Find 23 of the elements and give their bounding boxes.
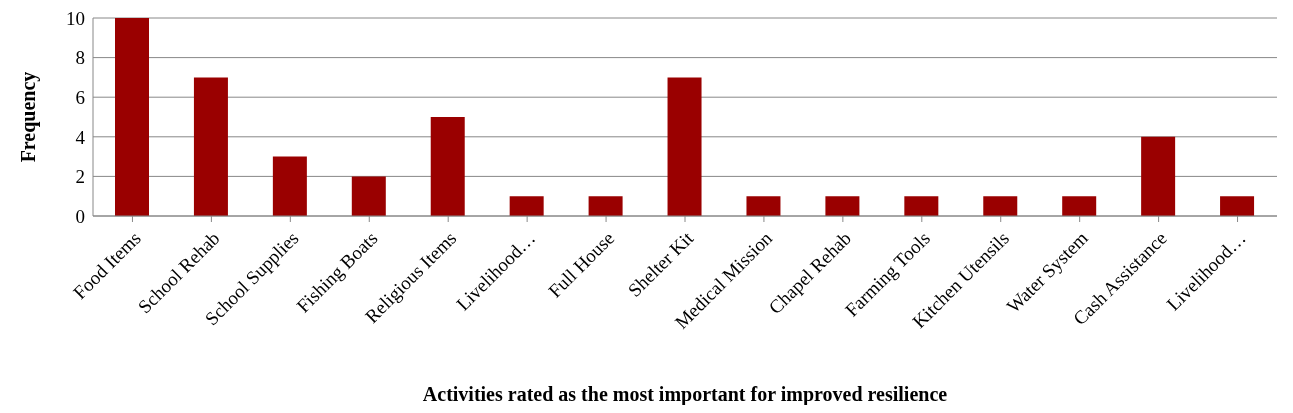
bar bbox=[588, 196, 623, 216]
y-tick-label: 10 bbox=[66, 7, 85, 29]
bar bbox=[1062, 196, 1097, 216]
y-tick-label: 8 bbox=[75, 47, 85, 69]
bar bbox=[1220, 196, 1255, 216]
bar bbox=[430, 117, 465, 216]
bar bbox=[983, 196, 1018, 216]
bar bbox=[904, 196, 939, 216]
bar bbox=[351, 176, 386, 216]
y-tick-label: 0 bbox=[75, 205, 85, 227]
y-axis-title: Frequency bbox=[17, 71, 41, 163]
bar bbox=[825, 196, 860, 216]
x-axis-title: Activities rated as the most important for improved resilience bbox=[422, 383, 948, 406]
y-tick-label: 2 bbox=[75, 166, 85, 188]
bar bbox=[667, 77, 702, 216]
bar bbox=[1141, 136, 1176, 216]
bar bbox=[115, 18, 149, 216]
bar bbox=[509, 196, 544, 216]
bar bbox=[193, 77, 228, 216]
bar bbox=[746, 196, 781, 216]
bar bbox=[272, 156, 307, 216]
y-tick-label: 6 bbox=[75, 86, 85, 108]
y-tick-label: 4 bbox=[75, 126, 86, 148]
